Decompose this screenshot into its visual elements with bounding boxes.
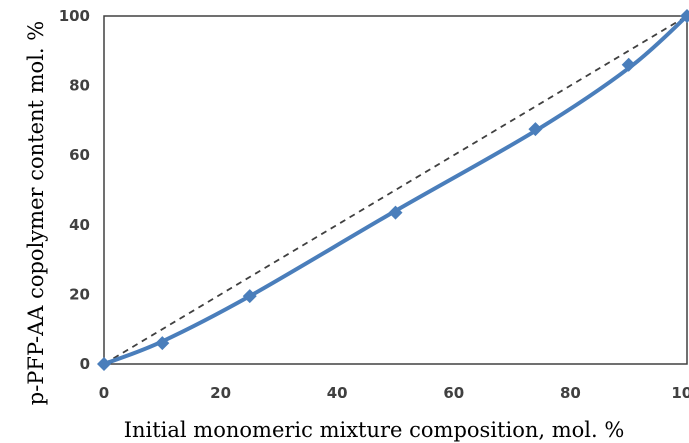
plot-area — [97, 9, 689, 371]
y-axis-title: p-PFP-AA copolymer content mol. % — [24, 21, 48, 405]
data-point — [155, 336, 170, 351]
x-tick-label: 40 — [327, 384, 348, 402]
x-tick-label: 60 — [443, 384, 464, 402]
y-tick-label: 20 — [69, 285, 90, 303]
reference-dashed-line — [103, 15, 688, 365]
plot-frame — [103, 15, 688, 365]
data-point — [242, 289, 257, 304]
y-tick-label: 40 — [69, 216, 90, 234]
y-tick-label: 100 — [59, 7, 90, 25]
x-axis-title: Initial monomeric mixture composition, m… — [124, 418, 625, 442]
data-point — [97, 357, 111, 371]
x-tick-label: 20 — [210, 384, 231, 402]
x-tick-label: 80 — [560, 384, 581, 402]
y-tick-label: 0 — [80, 355, 90, 373]
data-point — [680, 9, 689, 23]
y-tick-label: 60 — [69, 146, 90, 164]
data-point — [388, 205, 403, 220]
data-point — [528, 122, 543, 137]
data-point — [621, 57, 636, 72]
x-tick-label: 0 — [99, 384, 109, 402]
tick-labels: 0 20 40 60 80 100 0 20 40 60 80 100 — [59, 7, 689, 402]
x-tick-label: 100 — [671, 384, 689, 402]
y-tick-label: 80 — [69, 77, 90, 95]
